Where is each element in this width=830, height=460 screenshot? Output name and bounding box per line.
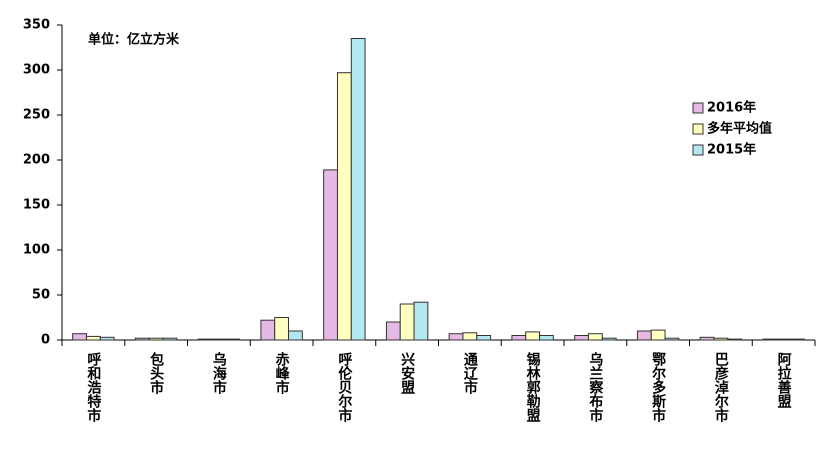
bar — [336, 72, 352, 341]
bar — [288, 330, 303, 341]
bar — [225, 338, 241, 341]
bar — [511, 335, 527, 341]
x-tick-label: 包头市 — [148, 351, 164, 395]
bar — [260, 319, 276, 341]
bar — [162, 337, 178, 341]
unit-annotation: 单位：亿立方米 — [88, 32, 180, 48]
bar — [699, 336, 715, 341]
bar — [448, 333, 464, 341]
x-tick-label: 锡林郭勒盟 — [525, 351, 541, 422]
bar — [539, 335, 554, 341]
bar — [134, 337, 150, 341]
x-tick-label: 乌兰察布市 — [587, 351, 603, 423]
x-tick-label: 阿拉善盟 — [776, 352, 792, 408]
bar — [323, 169, 338, 341]
bar — [385, 321, 401, 341]
bar — [713, 337, 729, 341]
x-tick-label: 呼和浩特市 — [85, 351, 101, 423]
legend-swatch — [692, 123, 704, 135]
bar — [85, 335, 101, 341]
y-tick-label: 150 — [23, 198, 50, 213]
y-tick-label: 50 — [32, 288, 50, 303]
bar — [274, 317, 290, 341]
x-tick-label: 乌海市 — [211, 351, 227, 395]
bar — [525, 331, 541, 341]
x-tick-label: 呼伦贝尔市 — [336, 351, 352, 423]
bar — [650, 329, 666, 341]
x-tick-label: 鄂尔多斯市 — [650, 352, 666, 423]
legend-swatch — [692, 102, 704, 114]
y-tick-label: 0 — [41, 333, 50, 348]
bar — [99, 336, 115, 341]
bar — [462, 332, 478, 341]
bar — [762, 338, 778, 341]
bar — [636, 330, 652, 341]
bar — [574, 335, 589, 341]
bar — [211, 338, 227, 341]
y-tick-label: 200 — [23, 153, 50, 168]
bar — [399, 303, 415, 341]
bar — [476, 335, 492, 341]
bar — [727, 338, 743, 341]
x-tick-label: 赤峰市 — [274, 352, 290, 395]
y-tick-label: 350 — [23, 18, 50, 33]
legend-label: 2015年 — [707, 142, 756, 158]
bar — [790, 338, 805, 341]
bar — [601, 337, 617, 341]
bar — [72, 333, 87, 341]
y-tick-label: 250 — [23, 108, 50, 123]
bar — [776, 338, 792, 341]
x-tick-label: 通辽市 — [462, 352, 478, 395]
y-tick-label: 300 — [23, 63, 50, 78]
x-tick-label: 兴安盟 — [399, 351, 415, 394]
y-tick-label: 100 — [23, 243, 50, 258]
bar — [664, 337, 680, 341]
bar — [587, 333, 603, 341]
bar — [148, 337, 164, 341]
legend-label: 多年平均值 — [707, 121, 772, 137]
bar — [413, 301, 429, 341]
legend-label: 2016年 — [707, 100, 756, 116]
x-tick-label: 巴彦淖尔市 — [713, 352, 730, 423]
bar — [197, 338, 213, 341]
legend-swatch — [692, 144, 704, 156]
bar — [350, 38, 366, 341]
